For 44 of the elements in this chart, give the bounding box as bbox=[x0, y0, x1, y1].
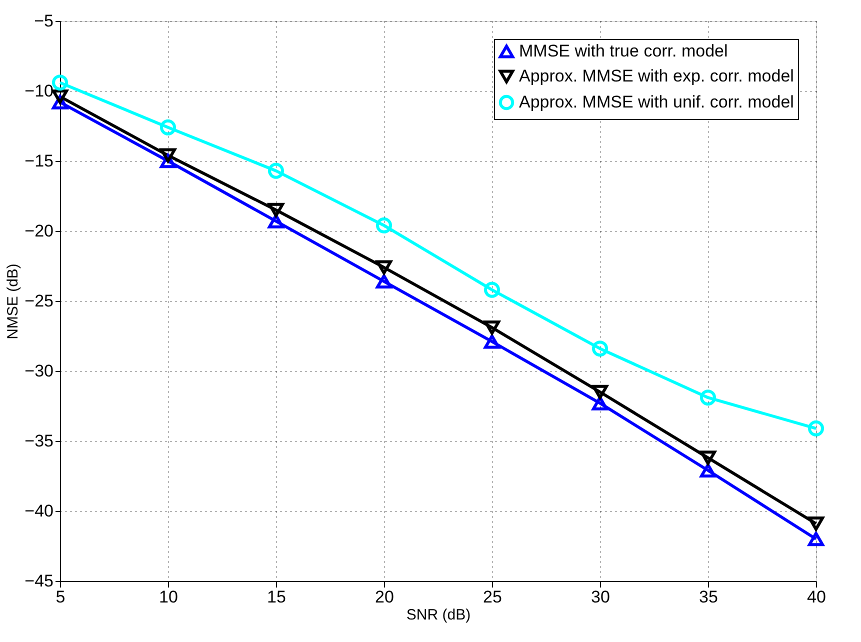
x-tick-label: 40 bbox=[807, 588, 826, 606]
y-tick-label: −40 bbox=[24, 502, 54, 520]
x-axis-title: SNR (dB) bbox=[406, 606, 471, 624]
x-tick-label: 30 bbox=[591, 588, 610, 606]
point bbox=[592, 384, 608, 400]
y-axis-title: NMSE (dB) bbox=[4, 264, 22, 340]
point bbox=[592, 340, 608, 357]
y-tick-label: −5 bbox=[34, 12, 54, 30]
point bbox=[376, 260, 392, 275]
legend-label: Approx. MMSE with exp. corr. model bbox=[519, 66, 794, 86]
point bbox=[808, 516, 824, 531]
point bbox=[808, 420, 824, 436]
y-tick-label: −10 bbox=[24, 82, 54, 100]
point bbox=[52, 89, 68, 104]
legend-label: MMSE with true corr. model bbox=[519, 42, 728, 60]
point bbox=[268, 214, 284, 228]
legend-label: Approx. MMSE with unif. corr. model bbox=[519, 92, 794, 112]
point bbox=[52, 74, 68, 91]
point bbox=[592, 396, 608, 410]
y-tick-label: −30 bbox=[24, 362, 54, 380]
point bbox=[268, 162, 284, 179]
point bbox=[484, 282, 500, 298]
point bbox=[700, 450, 716, 465]
point bbox=[484, 320, 500, 335]
y-tick-label: −25 bbox=[24, 292, 54, 310]
point bbox=[376, 217, 392, 234]
point bbox=[484, 334, 500, 349]
y-tick-label: −20 bbox=[24, 222, 54, 240]
x-tick-label: 15 bbox=[267, 588, 286, 606]
point bbox=[700, 463, 716, 478]
point bbox=[268, 202, 284, 218]
point bbox=[700, 390, 716, 406]
y-tick-label: −15 bbox=[24, 152, 54, 170]
x-tick-label: 25 bbox=[483, 588, 502, 606]
x-tick-label: 20 bbox=[375, 588, 394, 606]
point bbox=[376, 274, 392, 289]
x-tick-label: 35 bbox=[699, 588, 718, 606]
point bbox=[160, 148, 176, 163]
x-tick-label: 10 bbox=[159, 588, 178, 606]
x-tick-label: 5 bbox=[56, 588, 66, 606]
y-tick-label: −45 bbox=[24, 572, 54, 590]
y-tick-label: −35 bbox=[24, 432, 54, 450]
point bbox=[160, 119, 176, 136]
point bbox=[808, 532, 824, 546]
